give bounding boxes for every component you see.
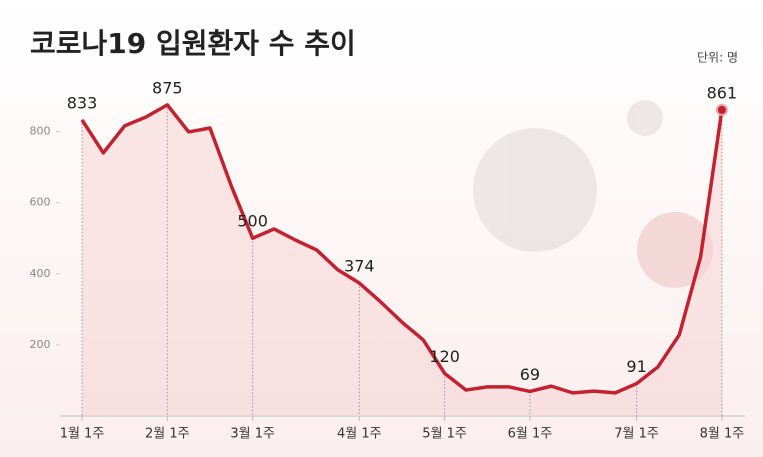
unit-label: 단위: 명 (697, 51, 738, 65)
area (82, 104, 722, 416)
y-tick-label: 800 (30, 125, 51, 138)
x-tick-label: 1월 1주 (60, 427, 105, 442)
x-tick-label: 4월 1주 (337, 427, 382, 442)
chart-title: 코로나19 입원환자 수 추이 (30, 27, 356, 60)
virus-decoration (637, 212, 713, 288)
x-tick-label: 5월 1주 (422, 427, 467, 442)
data-label: 875 (152, 78, 183, 97)
data-label: 374 (344, 257, 375, 276)
data-label: 861 (707, 83, 738, 102)
end-marker (715, 103, 728, 116)
y-tick-label: 400 (30, 267, 51, 280)
y-tick-label: 600 (30, 196, 51, 209)
x-tick-label: 2월 1주 (145, 427, 190, 442)
data-label: 500 (237, 212, 268, 231)
x-tick-label: 7월 1주 (614, 427, 659, 442)
x-tick-label: 8월 1주 (700, 427, 745, 442)
y-tick-label: 200 (30, 338, 51, 351)
data-label: 120 (429, 347, 460, 366)
line (80, 103, 724, 395)
virus-decoration (473, 100, 663, 252)
x-tick-label: 6월 1주 (508, 427, 553, 442)
data-label: 69 (520, 365, 540, 384)
data-label: 91 (626, 357, 646, 376)
data-label: 833 (67, 93, 98, 112)
x-tick-label: 3월 1주 (230, 427, 275, 442)
